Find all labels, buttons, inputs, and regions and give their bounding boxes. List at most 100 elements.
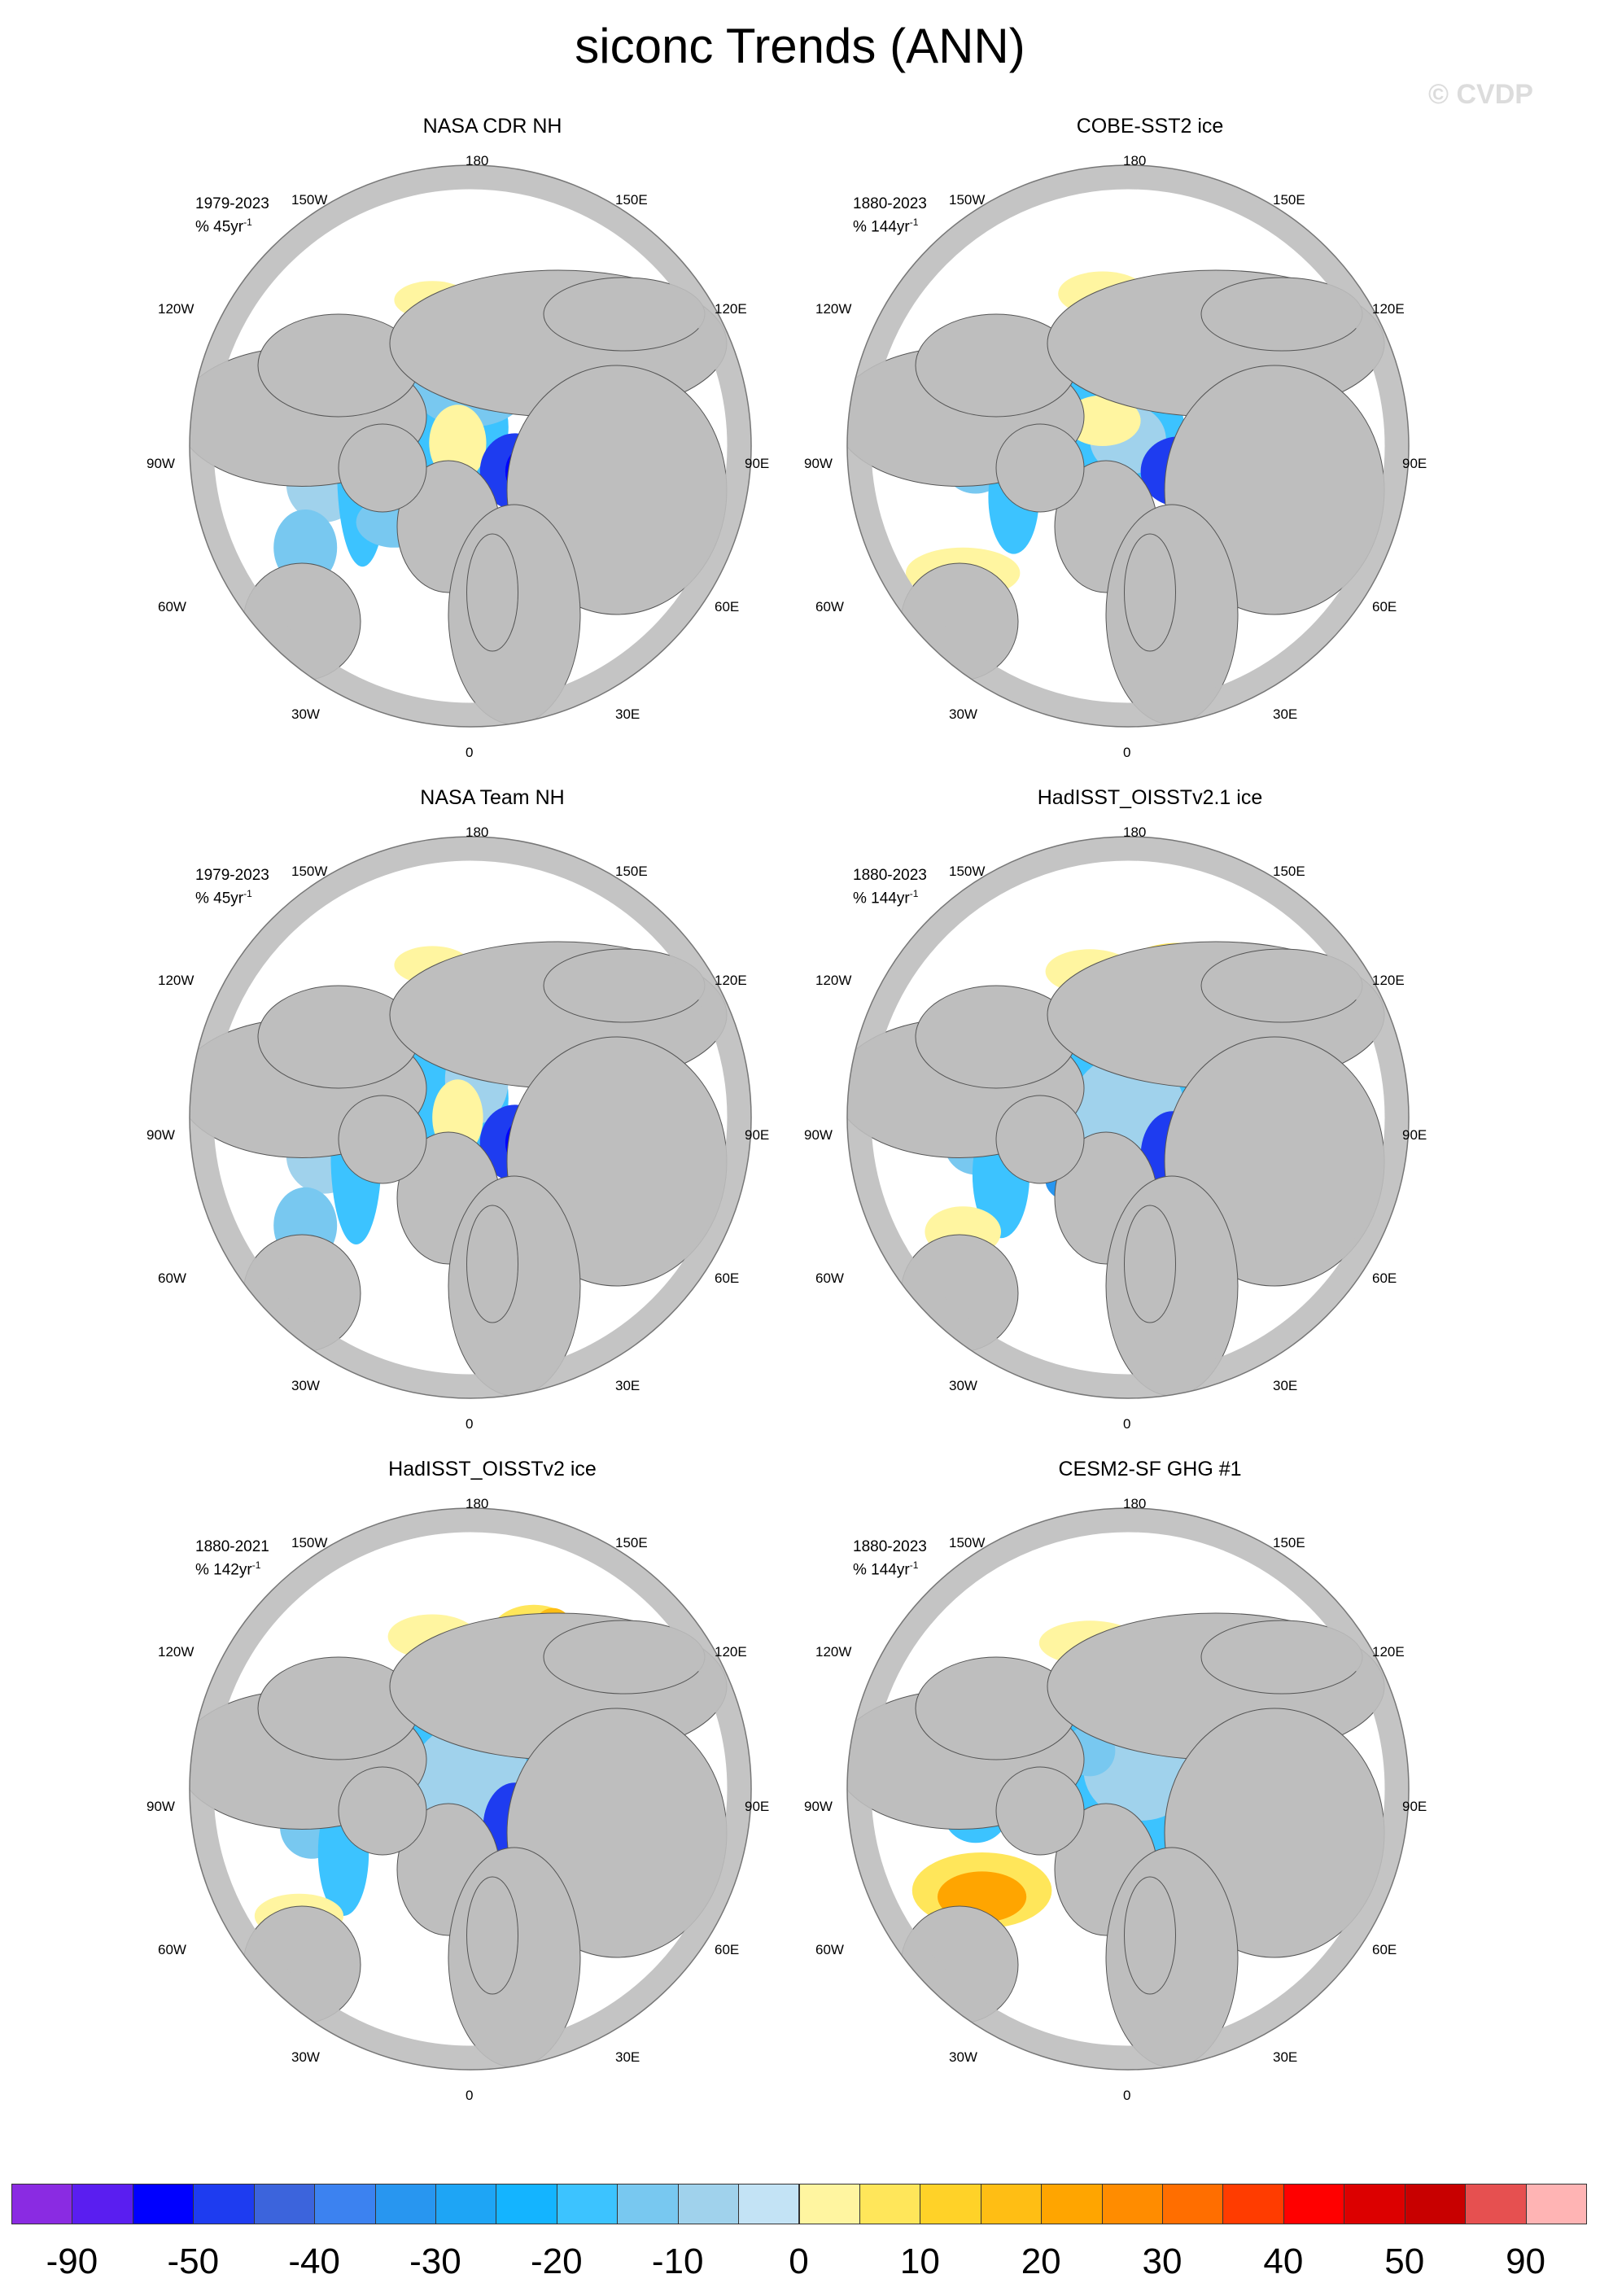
longitude-label: 120E <box>715 973 747 988</box>
longitude-label: 120W <box>815 973 852 988</box>
colorbar-swatch <box>1222 2184 1284 2224</box>
longitude-label: 120E <box>715 1644 747 1660</box>
period-label: 1880-2023 <box>853 1538 927 1555</box>
longitude-label: 90W <box>804 1799 833 1814</box>
longitude-label: 60W <box>158 599 186 614</box>
map-panel: CESM2-SF GHG #1 1880-2023 % 144yr-1 180 0 150… <box>796 1457 1504 2103</box>
colorbar-tick-label: 50 <box>1384 2241 1425 2281</box>
map-panel: HadISST_OISSTv2 ice 1880-2021 % 142yr-1 180… <box>138 1457 846 2103</box>
longitude-label: 150W <box>949 864 986 879</box>
colorbar-swatch <box>1162 2184 1224 2224</box>
longitude-label: 120E <box>1372 301 1405 317</box>
panel-title: CESM2-SF GHG #1 <box>1058 1458 1242 1480</box>
longitude-label: 180 <box>1123 824 1147 840</box>
colorbar <box>11 2184 1587 2226</box>
map-boundary <box>189 836 752 1399</box>
colorbar-swatch <box>1344 2184 1405 2224</box>
colorbar-swatch <box>193 2184 255 2224</box>
colorbar-swatch <box>859 2184 921 2224</box>
colorbar-tick-label: 0 <box>789 2241 809 2281</box>
colorbar-swatch <box>556 2184 619 2224</box>
land-rim <box>847 165 1409 727</box>
longitude-label: 120W <box>158 1644 195 1660</box>
longitude-label: 30W <box>291 706 320 722</box>
map-panel: NASA Team NH 1979-2023 % 45yr-1 180 0 150W 150… <box>138 785 846 1432</box>
land-mass <box>466 1876 518 1995</box>
units-label: % 144yr-1 <box>853 888 919 907</box>
longitude-label: 0 <box>466 745 474 760</box>
longitude-label: 30E <box>1273 1378 1298 1393</box>
watermark: © CVDP <box>1428 79 1533 110</box>
land-mass <box>1124 1205 1176 1323</box>
longitude-label: 60W <box>158 1942 186 1957</box>
polar-map <box>189 164 752 728</box>
land-mass <box>338 423 427 513</box>
map-boundary <box>189 1507 752 2071</box>
colorbar-swatch <box>314 2184 376 2224</box>
longitude-label: 60W <box>815 1270 844 1286</box>
land-rim <box>847 837 1409 1398</box>
map-boundary <box>846 836 1410 1399</box>
longitude-label: 90W <box>146 456 175 471</box>
colorbar-swatch <box>1465 2184 1527 2224</box>
longitude-label: 180 <box>466 153 489 168</box>
colorbar-swatch <box>677 2184 740 2224</box>
longitude-label: 30E <box>1273 706 1298 722</box>
longitude-label: 60E <box>715 1270 740 1286</box>
colorbar-tick-label: -40 <box>288 2241 340 2281</box>
longitude-label: 150E <box>615 192 648 208</box>
longitude-label: 60W <box>815 599 844 614</box>
colorbar-swatch <box>132 2184 195 2224</box>
longitude-label: 90E <box>745 1799 770 1814</box>
panel-title: HadISST_OISSTv2 ice <box>388 1458 597 1480</box>
map-panel: HadISST_OISSTv2.1 ice 1880-2023 % 144yr-1 1… <box>796 785 1504 1432</box>
longitude-label: 150E <box>1273 192 1305 208</box>
longitude-label: 120E <box>715 301 747 317</box>
longitude-label: 0 <box>1123 2088 1131 2103</box>
longitude-label: 150W <box>291 864 328 879</box>
map-boundary <box>846 1507 1410 2071</box>
longitude-label: 180 <box>466 1496 489 1511</box>
longitude-label: 150E <box>1273 1535 1305 1550</box>
panel-title: COBE-SST2 ice <box>1076 115 1224 138</box>
longitude-label: 90E <box>1402 1127 1427 1143</box>
longitude-label: 120W <box>158 301 195 317</box>
longitude-label: 90E <box>1402 456 1427 471</box>
land-mass <box>338 1095 427 1184</box>
longitude-label: 30E <box>1273 2049 1298 2065</box>
longitude-label: 150E <box>1273 864 1305 879</box>
longitude-label: 60E <box>1372 1270 1397 1286</box>
longitude-label: 60E <box>715 599 740 614</box>
figure-title: siconc Trends (ANN) <box>575 19 1025 73</box>
colorbar-swatch <box>617 2184 679 2224</box>
land-mass <box>338 1766 427 1856</box>
period-label: 1979-2023 <box>195 195 269 212</box>
longitude-label: 60E <box>1372 1942 1397 1957</box>
colorbar-tick-label: 10 <box>899 2241 940 2281</box>
longitude-label: 30E <box>615 706 640 722</box>
longitude-label: 0 <box>466 2088 474 2103</box>
land-mass <box>1124 533 1176 652</box>
panel-title: HadISST_OISSTv2.1 ice <box>1037 786 1263 809</box>
colorbar-swatch <box>1525 2184 1587 2224</box>
units-label: % 45yr-1 <box>195 216 252 236</box>
map-panel: NASA CDR NH 1979-2023 % 45yr-1 180 0 150W 150E… <box>138 114 846 760</box>
colorbar-swatch <box>920 2184 981 2224</box>
colorbar-swatch <box>496 2184 557 2224</box>
longitude-label: 180 <box>1123 153 1147 168</box>
longitude-label: 90E <box>745 1127 770 1143</box>
longitude-label: 0 <box>1123 745 1131 760</box>
longitude-label: 120E <box>1372 973 1405 988</box>
land-mass <box>995 1095 1085 1184</box>
polar-map <box>846 164 1410 728</box>
map-boundary <box>189 164 752 728</box>
longitude-label: 150E <box>615 1535 648 1550</box>
period-label: 1880-2021 <box>195 1538 269 1555</box>
colorbar-swatch <box>1404 2184 1467 2224</box>
longitude-label: 60W <box>815 1942 844 1957</box>
colorbar-swatch <box>253 2184 316 2224</box>
longitude-label: 30E <box>615 1378 640 1393</box>
longitude-label: 150W <box>291 1535 328 1550</box>
longitude-label: 90E <box>1402 1799 1427 1814</box>
longitude-label: 90W <box>804 456 833 471</box>
